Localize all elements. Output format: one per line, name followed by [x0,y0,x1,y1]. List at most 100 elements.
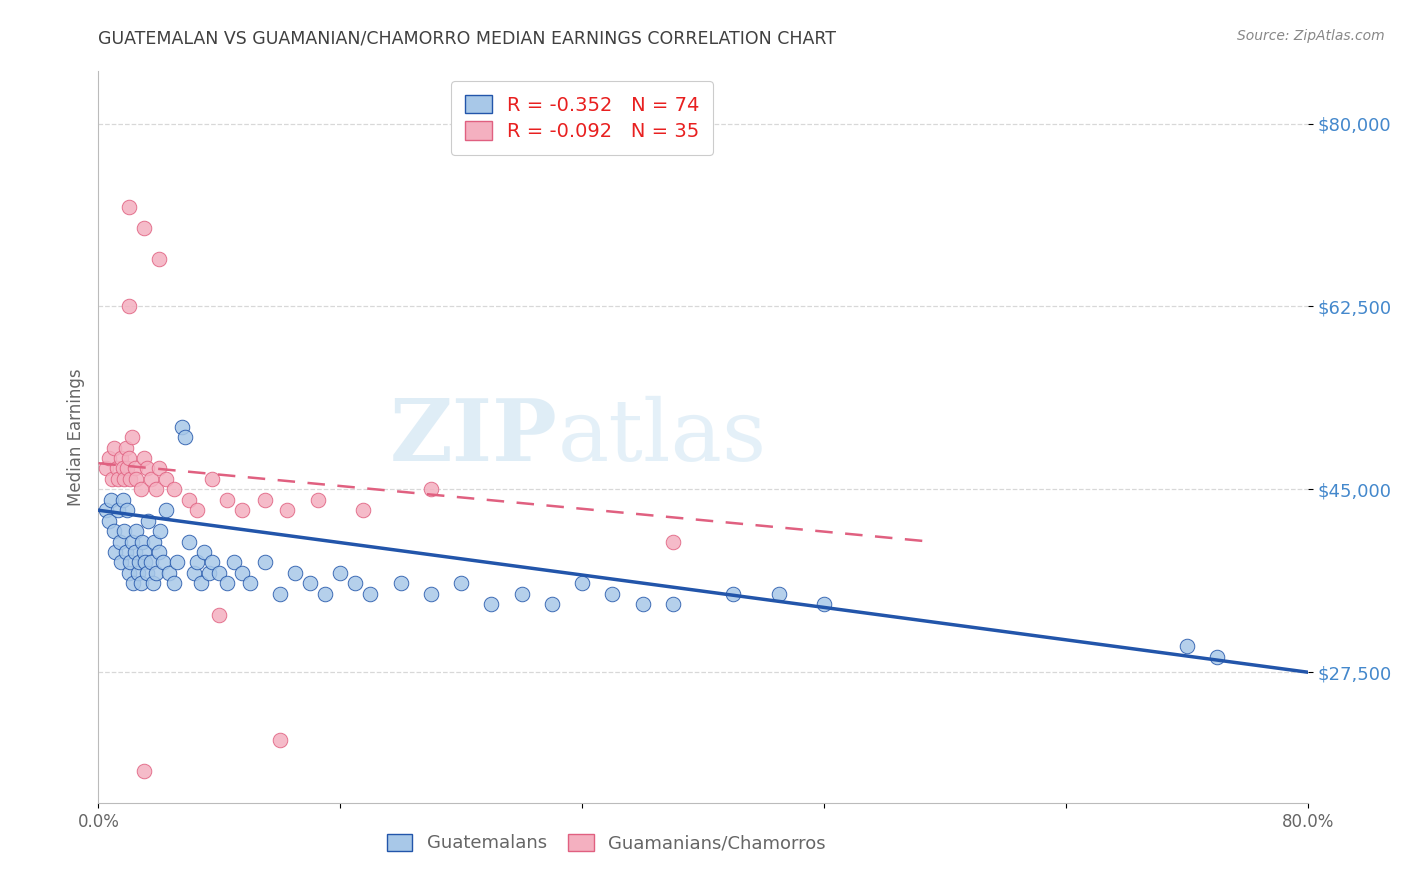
Point [121,534,143,549]
Point [118,300,141,314]
Point [193,545,215,559]
Point [141,556,163,570]
Point [155,503,177,517]
Point [145,566,167,580]
Point [269,733,291,747]
Point [94,461,117,475]
Point [661,597,683,611]
Point [201,556,224,570]
Point [208,566,231,580]
Point [134,556,156,570]
Point [145,483,167,497]
Point [299,576,322,591]
Point [215,576,238,591]
Point [104,545,127,559]
Point [540,597,562,611]
Point [190,576,212,591]
Point [284,566,307,580]
Point [1206,649,1229,664]
Point [239,576,262,591]
Point [148,461,170,475]
Point [135,566,157,580]
Point [231,566,253,580]
Point [124,461,146,475]
Point [269,587,291,601]
Point [143,534,166,549]
Point [110,450,132,465]
Point [163,576,186,591]
Point [135,461,157,475]
Point [118,450,141,465]
Point [111,461,134,475]
Point [103,524,125,538]
Point [129,576,152,591]
Point [101,472,124,486]
Point [127,566,149,580]
Point [201,472,224,486]
Point [173,430,195,444]
Point [215,492,238,507]
Point [114,441,136,455]
Point [253,492,276,507]
Point [125,472,148,486]
Point [118,200,141,214]
Point [131,534,153,549]
Point [197,566,219,580]
Y-axis label: Median Earnings: Median Earnings [66,368,84,506]
Point [132,764,155,779]
Point [125,524,148,538]
Point [420,483,443,497]
Point [107,503,129,517]
Point [152,556,174,570]
Point [813,597,835,611]
Point [186,503,208,517]
Point [631,597,654,611]
Text: Source: ZipAtlas.com: Source: ZipAtlas.com [1237,29,1385,43]
Point [661,534,683,549]
Point [148,545,170,559]
Point [111,492,134,507]
Point [510,587,533,601]
Point [141,472,163,486]
Point [148,252,170,267]
Point [571,576,593,591]
Legend: Guatemalans, Guamanians/Chamorros: Guatemalans, Guamanians/Chamorros [380,826,832,860]
Text: ZIP: ZIP [389,395,558,479]
Point [276,503,298,517]
Point [118,566,141,580]
Point [107,472,129,486]
Point [98,514,121,528]
Point [179,534,201,549]
Point [450,576,472,591]
Point [112,524,135,538]
Point [360,587,382,601]
Point [159,566,181,580]
Point [186,556,208,570]
Point [481,597,503,611]
Point [179,492,201,507]
Point [420,587,443,601]
Point [344,576,367,591]
Point [142,576,165,591]
Text: atlas: atlas [558,395,768,479]
Point [132,221,155,235]
Point [122,576,145,591]
Point [149,524,172,538]
Point [121,430,143,444]
Point [114,545,136,559]
Point [155,472,177,486]
Point [112,472,135,486]
Point [208,607,231,622]
Point [124,545,146,559]
Point [768,587,790,601]
Point [329,566,352,580]
Point [105,461,128,475]
Point [231,503,253,517]
Point [98,450,121,465]
Point [314,587,336,601]
Point [110,556,132,570]
Point [183,566,205,580]
Point [132,545,155,559]
Text: GUATEMALAN VS GUAMANIAN/CHAMORRO MEDIAN EARNINGS CORRELATION CHART: GUATEMALAN VS GUAMANIAN/CHAMORRO MEDIAN … [98,29,837,47]
Point [136,514,159,528]
